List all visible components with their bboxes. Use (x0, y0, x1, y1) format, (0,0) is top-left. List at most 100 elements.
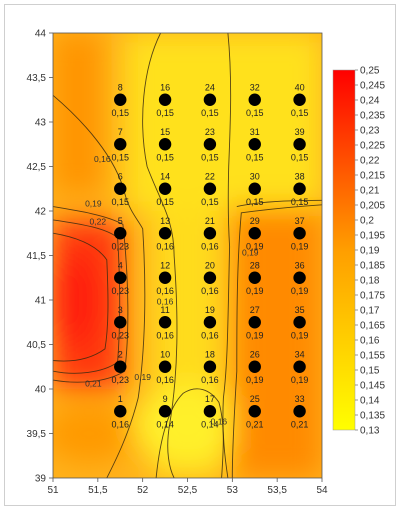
point-value-label: 0,19 (291, 330, 309, 340)
colorbar-tick-label: 0,25 (360, 66, 380, 77)
sample-point-27 (248, 316, 261, 329)
point-id-label: 29 (250, 216, 260, 226)
contour-label: 0,16 (94, 154, 111, 164)
colorbar-gradient (332, 69, 356, 431)
point-id-label: 20 (205, 260, 215, 270)
sample-point-22 (203, 182, 217, 195)
colorbar-tick-label: 0,185 (360, 261, 385, 272)
sample-point-12 (158, 271, 172, 284)
sample-point-17 (203, 405, 217, 418)
colorbar-tick-label: 0,24 (360, 96, 380, 107)
field-south-low (132, 384, 243, 465)
point-id-label: 14 (160, 171, 170, 181)
colorbar-tick-label: 0,145 (360, 381, 385, 392)
x-tick-label: 52,5 (178, 485, 198, 496)
point-value-label: 0,15 (111, 197, 129, 207)
point-id-label: 27 (250, 305, 260, 315)
point-value-label: 0,15 (201, 152, 219, 162)
contour-line (155, 388, 224, 478)
contour-lines (53, 33, 322, 478)
point-id-label: 36 (295, 260, 305, 270)
sample-point-10 (158, 360, 172, 373)
point-id-label: 35 (295, 305, 305, 315)
point-id-label: 33 (295, 394, 305, 404)
sample-point-5 (114, 227, 127, 240)
axes: 51 51,5 52 52,5 53 53,5 543939,54040,54141,542… (27, 29, 328, 497)
point-value-label: 0,19 (291, 286, 309, 296)
point-id-label: 26 (250, 349, 260, 359)
point-value-label: 0,23 (111, 375, 129, 385)
sample-point-23 (203, 138, 217, 151)
sample-points: 1 0,16 2 0,23 3 0,23 4 0,23 5 0,23 6 0,15 7 0,15 8 0,15… (111, 82, 308, 429)
sample-point-38 (293, 182, 306, 195)
point-value-label: 0,14 (201, 419, 219, 429)
y-tick-label: 42,5 (27, 162, 47, 173)
point-value-label: 0,16 (201, 286, 219, 296)
sample-point-30 (248, 182, 261, 195)
point-value-label: 0,19 (246, 330, 264, 340)
colorbar-tick-label: 0,22 (360, 156, 380, 167)
point-id-label: 40 (295, 82, 305, 92)
point-id-label: 32 (250, 82, 260, 92)
sample-point-21 (203, 227, 217, 240)
contour-line (231, 204, 322, 478)
colorbar-tick-label: 0,135 (360, 411, 385, 422)
point-value-label: 0,15 (291, 197, 309, 207)
point-id-label: 18 (205, 349, 215, 359)
sample-point-11 (158, 316, 172, 329)
point-value-label: 0,19 (246, 286, 264, 296)
colorbar-tick-label: 0,245 (360, 81, 385, 92)
point-id-label: 4 (118, 260, 123, 270)
sample-point-32 (248, 93, 261, 106)
contour-label: 0,19 (85, 199, 102, 209)
y-tick-label: 40 (35, 385, 47, 396)
point-value-label: 0,23 (111, 241, 129, 251)
contour-label: 0,22 (90, 216, 107, 226)
colorbar-tick-label: 0,17 (360, 306, 380, 317)
sample-point-37 (293, 227, 306, 240)
contour-label: 0,16 (157, 296, 174, 306)
point-value-label: 0,19 (246, 375, 264, 385)
point-value-label: 0,15 (246, 197, 264, 207)
colorbar-tick-label: 0,23 (360, 126, 380, 137)
point-id-label: 17 (205, 394, 215, 404)
sample-point-26 (248, 360, 261, 373)
point-id-label: 30 (250, 171, 260, 181)
point-id-label: 28 (250, 260, 260, 270)
sample-point-4 (114, 271, 127, 284)
point-value-label: 0,14 (156, 419, 174, 429)
point-value-label: 0,15 (246, 108, 264, 118)
point-value-label: 0,16 (156, 375, 174, 385)
point-value-label: 0,15 (111, 108, 129, 118)
contour-label: 0,16 (211, 417, 228, 427)
point-id-label: 24 (205, 82, 215, 92)
point-id-label: 8 (118, 82, 123, 92)
colorbar-tick-label: 0,14 (360, 396, 380, 407)
contour-line (222, 33, 232, 478)
point-value-label: 0,21 (291, 419, 309, 429)
colorbar-tick-label: 0,165 (360, 321, 385, 332)
point-id-label: 34 (295, 349, 305, 359)
point-value-label: 0,21 (246, 419, 264, 429)
y-tick-label: 41 (35, 296, 47, 307)
sample-point-20 (203, 271, 217, 284)
sample-point-1 (114, 405, 127, 418)
colorbar-tick-label: 0,19 (360, 246, 380, 257)
colorbar-tick-label: 0,215 (360, 171, 385, 182)
sample-point-25 (248, 405, 261, 418)
sample-point-6 (114, 182, 127, 195)
contour-labels: 0,16 0,19 0,22 0,19 0,21 0,16 0,19 0,16 (85, 154, 259, 427)
sample-point-13 (158, 227, 172, 240)
contour-line (53, 206, 129, 383)
sample-point-3 (114, 316, 127, 329)
point-value-label: 0,19 (291, 375, 309, 385)
point-value-label: 0,16 (201, 375, 219, 385)
x-tick-label: 54 (316, 485, 328, 496)
x-tick-label: 51,5 (88, 485, 108, 496)
sample-point-14 (158, 182, 172, 195)
sample-point-31 (248, 138, 261, 151)
sample-point-24 (203, 93, 217, 106)
colorbar: 0,25 0,245 0,24 0,235 0,23 0,225 0,22 0,215 0,21… (332, 66, 385, 437)
point-id-label: 2 (118, 349, 123, 359)
